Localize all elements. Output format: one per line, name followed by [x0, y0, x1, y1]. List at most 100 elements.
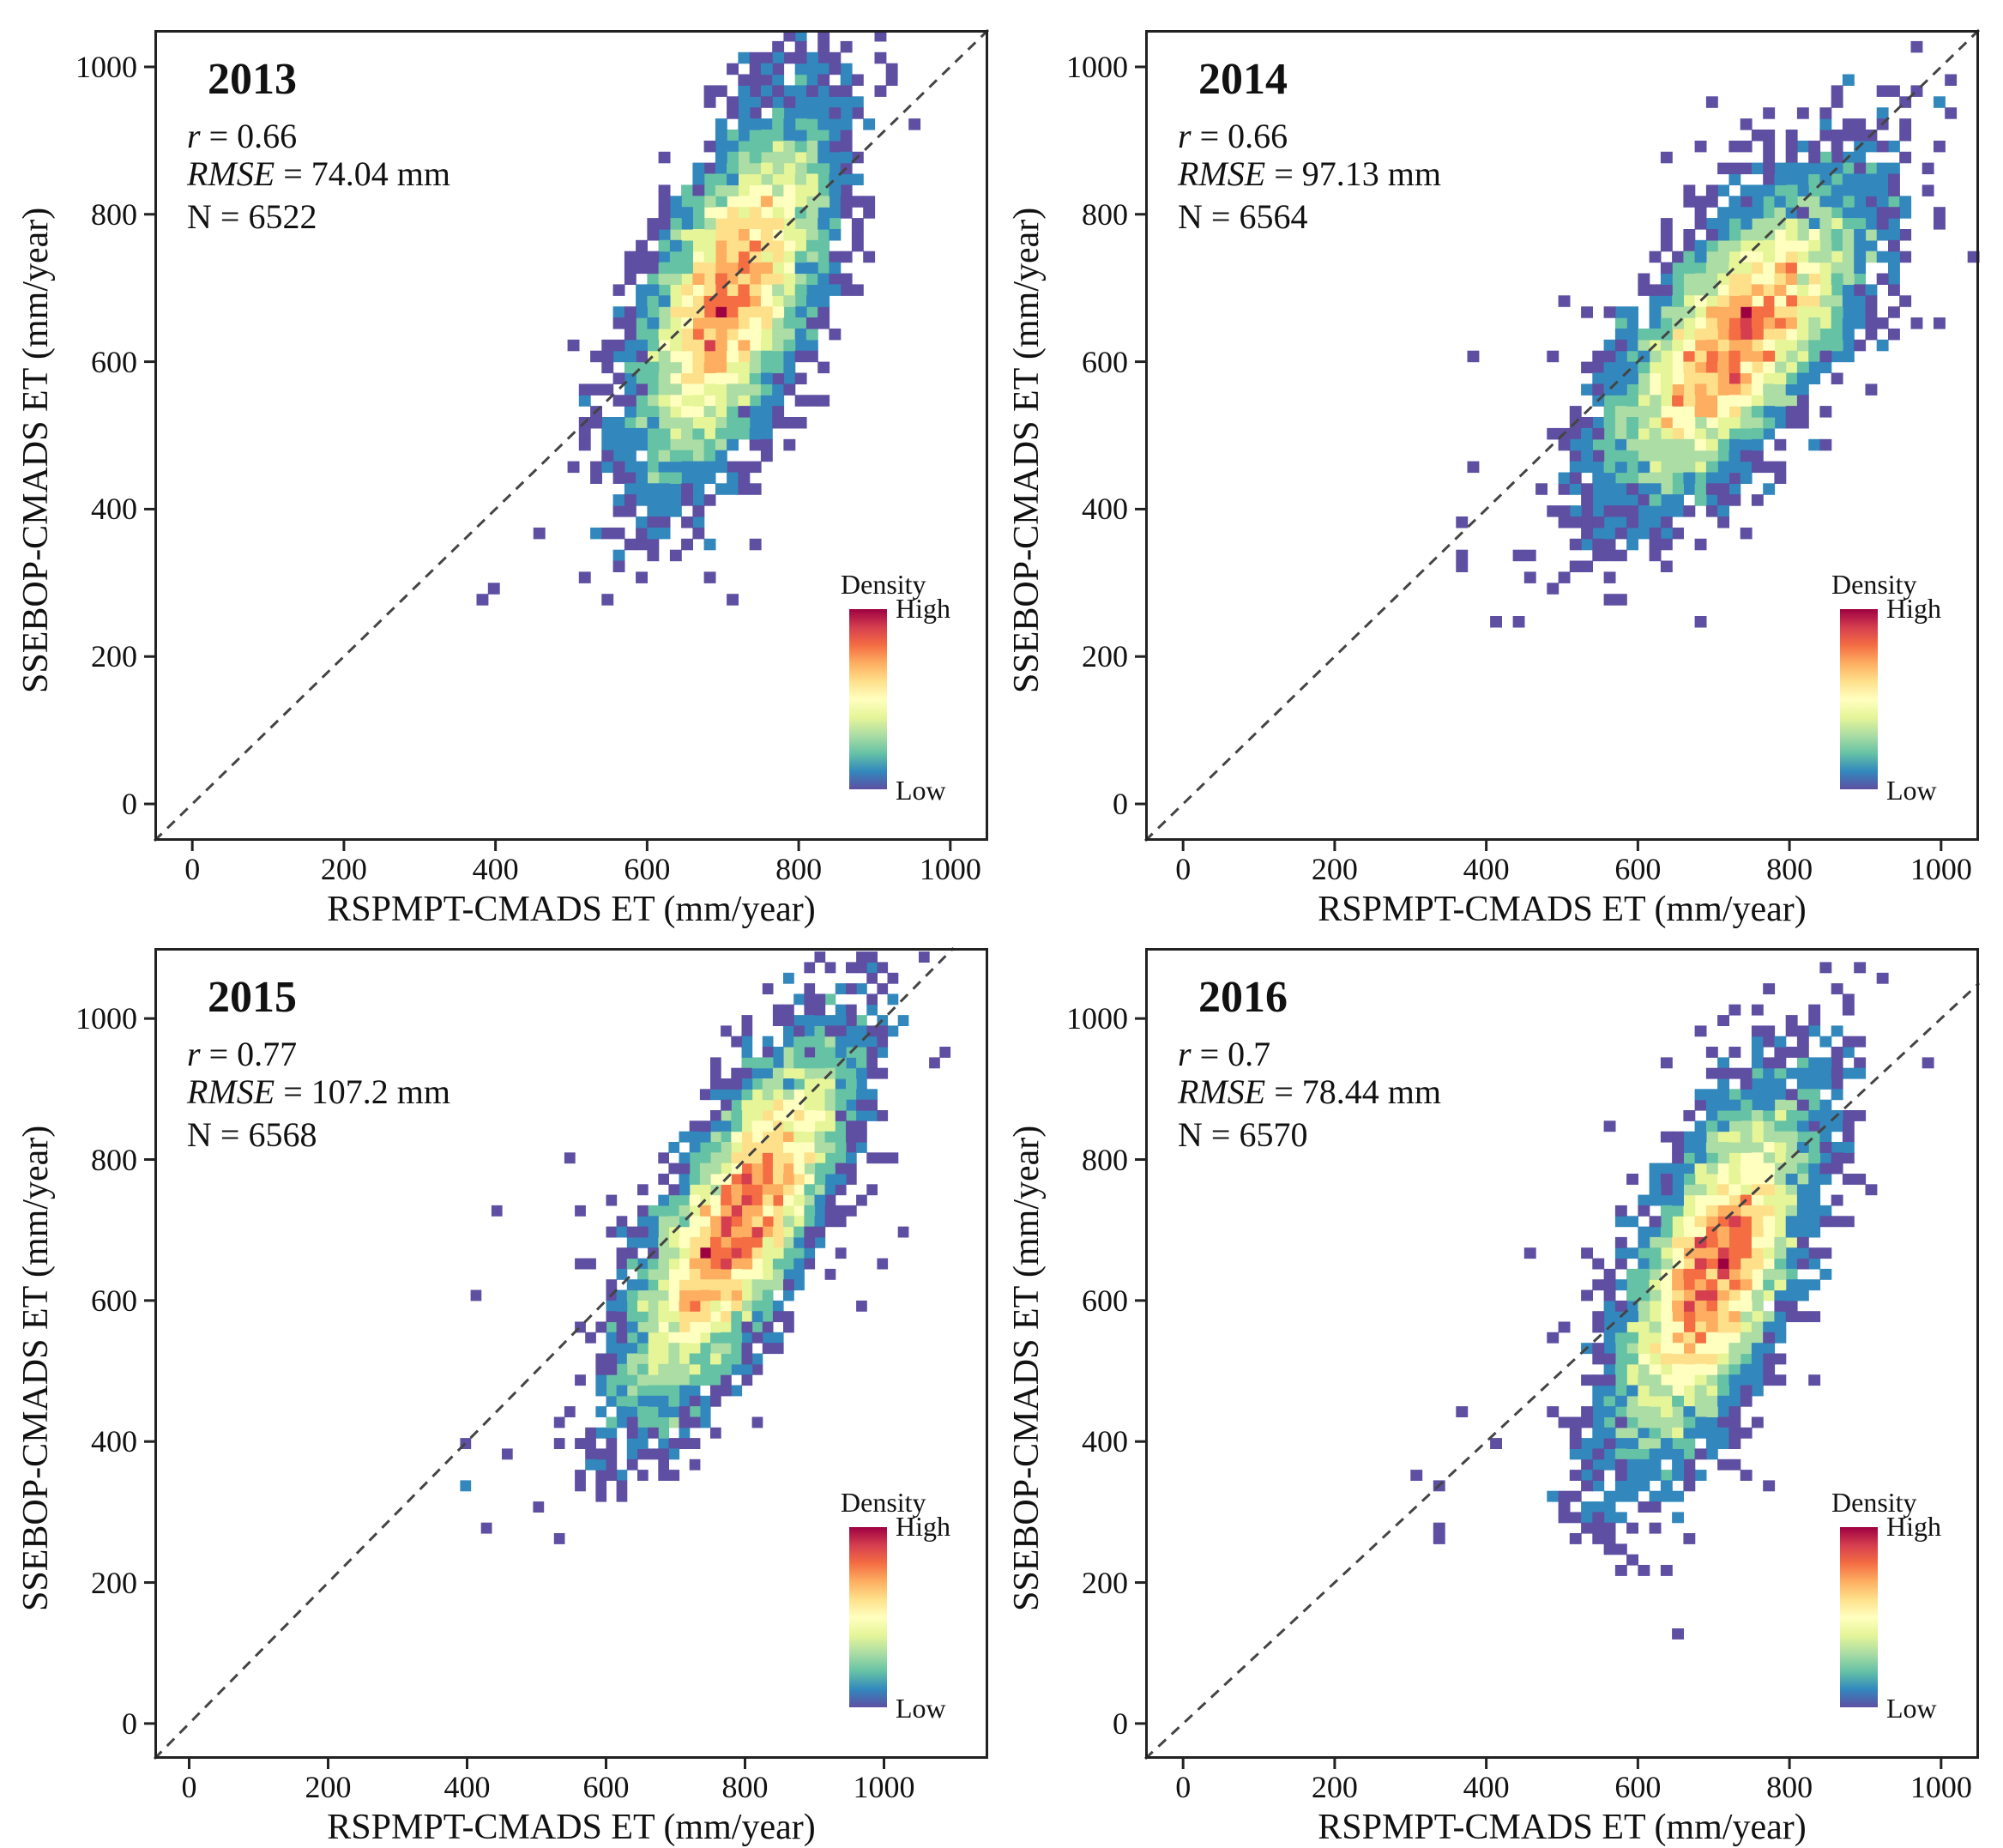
density-cell [1569, 1470, 1582, 1481]
density-cell [760, 295, 773, 307]
density-cell [1796, 1078, 1809, 1090]
density-cell [794, 196, 807, 208]
density-cell [783, 284, 796, 296]
density-cell [1876, 107, 1889, 119]
density-cell [866, 1184, 878, 1196]
density-cell [1842, 1036, 1855, 1048]
density-cell [1819, 207, 1832, 219]
density-cell [1751, 1321, 1764, 1333]
density-cell [612, 284, 625, 296]
density-cell [689, 1194, 701, 1206]
density-cell [1638, 1438, 1650, 1449]
density-cell [1694, 328, 1707, 341]
density-cell [760, 96, 773, 108]
density-cell [1808, 162, 1821, 175]
density-cell [703, 383, 716, 396]
density-cell [1603, 1289, 1616, 1301]
density-cell [1922, 184, 1934, 196]
density-cell [1581, 361, 1593, 374]
density-cell [612, 372, 625, 384]
density-cell [1683, 406, 1696, 418]
density-cell [762, 1110, 774, 1121]
density-cell [772, 328, 785, 341]
density-cell [1705, 273, 1718, 285]
density-cell [1751, 1089, 1764, 1101]
density-cell [1581, 1438, 1593, 1449]
density-cell [681, 361, 693, 374]
density-cell [783, 306, 796, 318]
density-cell [606, 1311, 618, 1323]
density-cell [715, 173, 727, 185]
density-cell [575, 1480, 586, 1492]
density-cell [1683, 383, 1696, 396]
density-cell [1763, 1120, 1776, 1132]
density-cell [1842, 262, 1855, 275]
density-cell [648, 1321, 659, 1333]
density-cell [636, 328, 648, 341]
density-cell [703, 317, 716, 329]
density-cell [1774, 1131, 1787, 1143]
density-cell [1705, 427, 1718, 440]
density-cell [1649, 317, 1662, 329]
density-cell [762, 1268, 774, 1280]
density-cell [1592, 1385, 1605, 1397]
density-cell [804, 1216, 816, 1228]
density-cell [1785, 140, 1798, 153]
density-cell [1705, 1321, 1718, 1333]
density-cell [1728, 350, 1741, 363]
density-cell [689, 1226, 701, 1238]
density-cell [1728, 406, 1741, 418]
density-cell [840, 273, 853, 285]
density-cell [1694, 339, 1707, 352]
density-cell [1876, 173, 1889, 185]
density-cell [1740, 118, 1753, 130]
density-cell [1638, 1480, 1650, 1492]
density-cell [1649, 1395, 1662, 1407]
density-cell [1763, 1025, 1776, 1037]
density-cell [703, 262, 716, 275]
density-cell [1614, 406, 1627, 418]
stat-r-label: r [187, 1035, 201, 1073]
density-cell [601, 427, 614, 440]
density-cell [668, 1311, 680, 1323]
density-cell [595, 1490, 607, 1502]
density-cell [1831, 1194, 1843, 1206]
density-cell [751, 1089, 763, 1101]
density-cell [1854, 218, 1867, 230]
density-cell [703, 140, 716, 153]
density-cell [817, 207, 830, 219]
density-cell [727, 395, 739, 407]
density-cell [1842, 317, 1855, 329]
density-cell [1899, 229, 1912, 241]
density-cell [738, 284, 751, 296]
density-cell [762, 1184, 774, 1196]
density-cell [1888, 262, 1900, 275]
density-cell [1785, 1216, 1798, 1228]
density-cell [1740, 527, 1753, 540]
density-cell [595, 1385, 607, 1397]
density-cell [1694, 1374, 1707, 1386]
density-cell [1717, 505, 1729, 517]
density-cell [1705, 1247, 1718, 1259]
density-cell [1785, 1015, 1798, 1026]
density-cell [856, 1089, 867, 1101]
density-cell [692, 173, 705, 185]
density-cell [1717, 1236, 1729, 1248]
density-cell [703, 406, 716, 418]
density-cell [727, 328, 739, 341]
density-cell [1728, 1438, 1741, 1449]
density-cell [840, 251, 853, 263]
density-cell [1603, 1501, 1616, 1513]
density-cell [1796, 1226, 1809, 1238]
density-cell [658, 372, 671, 384]
density-cell [721, 1194, 732, 1206]
density-cell [1842, 130, 1855, 142]
density-cell [1705, 1152, 1718, 1164]
density-cell [829, 229, 842, 241]
density-cell [648, 1448, 659, 1460]
density-cell [1785, 1184, 1798, 1196]
density-cell [491, 1205, 503, 1217]
density-cell [1626, 1268, 1638, 1280]
density-cell [1558, 1512, 1571, 1524]
density-cell [1672, 1321, 1684, 1333]
